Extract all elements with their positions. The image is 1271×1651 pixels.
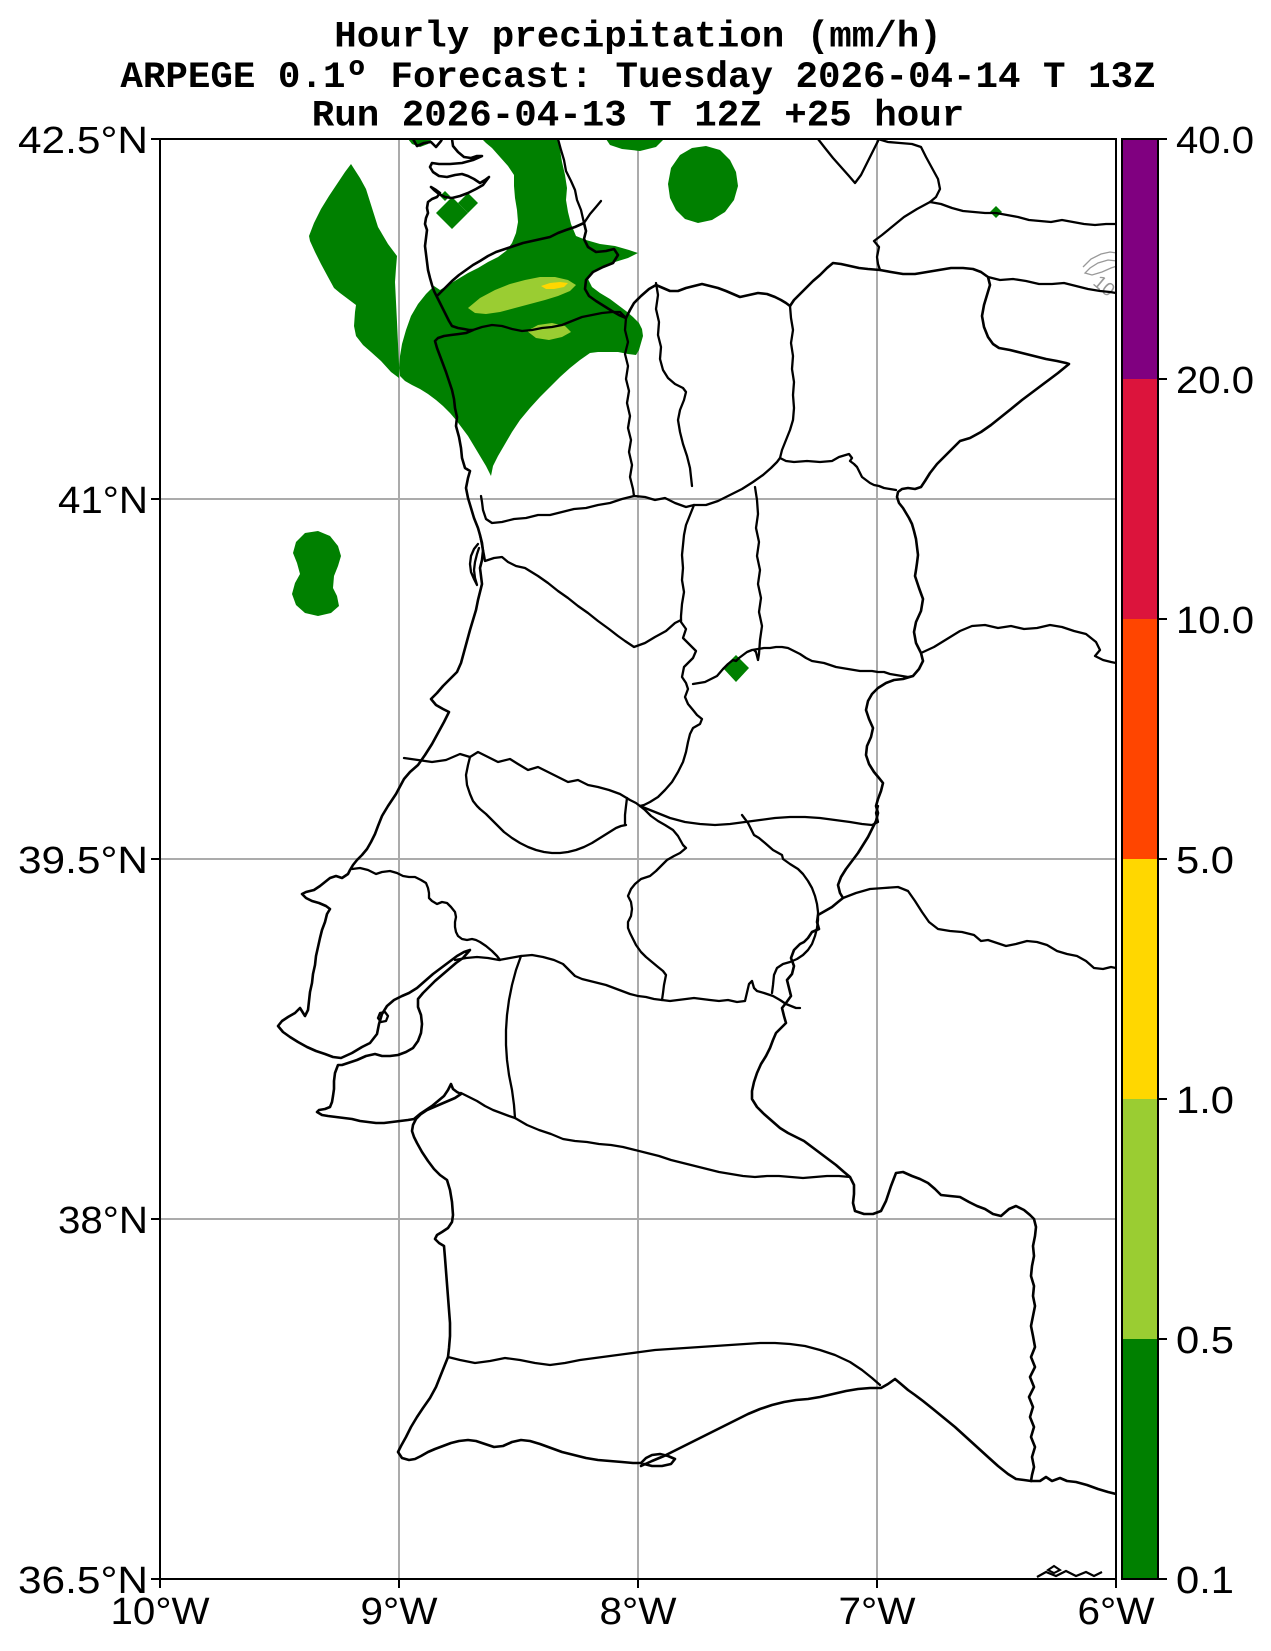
svg-text:20.0: 20.0 <box>1176 360 1254 402</box>
svg-text:9°W: 9°W <box>361 1591 438 1633</box>
svg-text:36.5°N: 36.5°N <box>18 1560 148 1602</box>
svg-text:40.0: 40.0 <box>1176 120 1254 162</box>
svg-text:41°N: 41°N <box>58 480 148 522</box>
svg-text:0.1: 0.1 <box>1176 1560 1234 1602</box>
svg-text:ARPEGE 0.1º Forecast: Tuesday: ARPEGE 0.1º Forecast: Tuesday 2026-04-14… <box>120 57 1155 99</box>
svg-text:10°W: 10°W <box>111 1591 210 1633</box>
svg-text:5.0: 5.0 <box>1176 840 1234 882</box>
svg-text:0.5: 0.5 <box>1176 1320 1234 1362</box>
svg-text:10.0: 10.0 <box>1176 600 1254 642</box>
svg-text:Run 2026-04-13 T 12Z +25 hour: Run 2026-04-13 T 12Z +25 hour <box>312 96 965 138</box>
svg-text:39.5°N: 39.5°N <box>18 840 148 882</box>
svg-text:7°W: 7°W <box>839 1591 916 1633</box>
svg-text:42.5°N: 42.5°N <box>18 120 148 162</box>
svg-text:1.0: 1.0 <box>1176 1080 1234 1122</box>
svg-text:38°N: 38°N <box>58 1200 148 1242</box>
svg-text:6°W: 6°W <box>1078 1591 1155 1633</box>
svg-text:Hourly precipitation (mm/h): Hourly precipitation (mm/h) <box>334 17 942 59</box>
svg-text:8°W: 8°W <box>600 1591 677 1633</box>
